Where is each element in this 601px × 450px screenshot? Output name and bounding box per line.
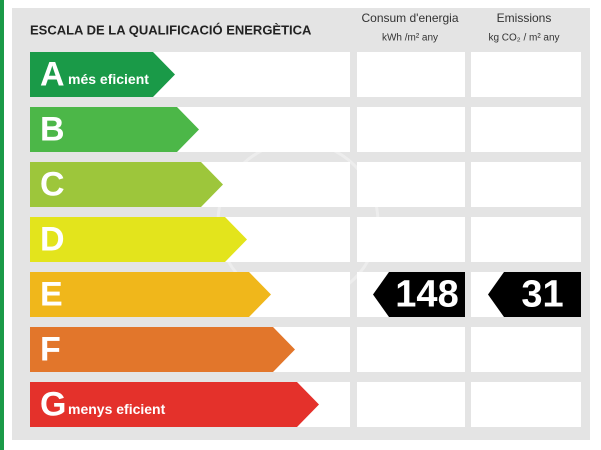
column-title: Consum d'energia (361, 11, 458, 25)
value-text: 148 (395, 274, 458, 316)
column-unit: kg CO₂ / m² any (488, 33, 559, 44)
cell (471, 107, 581, 152)
value-tag (373, 272, 465, 317)
cell (471, 162, 581, 207)
rating-arrow (30, 162, 223, 207)
cell (357, 52, 465, 97)
value-tag (488, 272, 581, 317)
rating-arrow (30, 327, 295, 372)
edge-strip (0, 0, 4, 450)
column-unit: kWh /m² any (382, 33, 438, 44)
rating-arrow (30, 107, 199, 152)
cell (357, 217, 465, 262)
rating-label: més eficient (68, 71, 149, 87)
rating-arrow (30, 272, 271, 317)
column-title: Emissions (497, 11, 552, 25)
cell (471, 327, 581, 372)
rating-letter: C (40, 165, 65, 203)
rating-letter: G (40, 385, 66, 423)
rating-label: menys eficient (68, 401, 166, 417)
rating-letter: D (40, 220, 65, 258)
rating-arrow (30, 217, 247, 262)
cell (471, 382, 581, 427)
header-title: ESCALA DE LA QUALIFICACIÓ ENERGÈTICA (30, 22, 312, 37)
rating-letter: F (40, 330, 61, 368)
cell (471, 217, 581, 262)
cell (471, 52, 581, 97)
rating-letter: B (40, 110, 65, 148)
rating-arrow (30, 382, 319, 427)
rating-letter: E (40, 275, 63, 313)
rating-arrow (30, 52, 175, 97)
cell (357, 162, 465, 207)
cell (357, 382, 465, 427)
cell (357, 327, 465, 372)
value-text: 31 (521, 274, 563, 316)
rating-letter: A (40, 55, 65, 93)
cell (357, 107, 465, 152)
